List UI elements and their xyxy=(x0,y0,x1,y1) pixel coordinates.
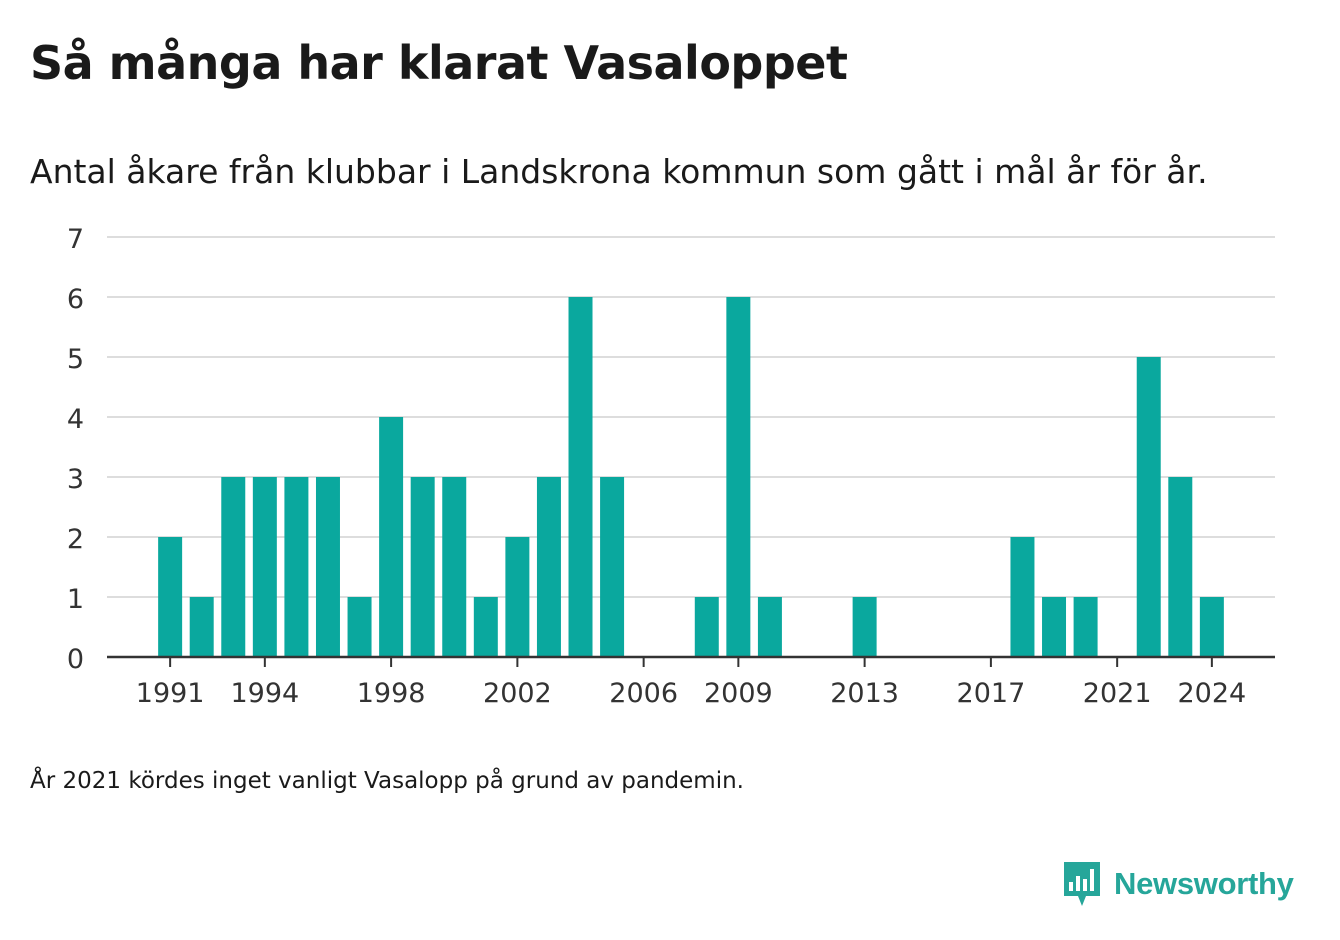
brand-name: Newsworthy xyxy=(1114,866,1294,901)
bar-2009 xyxy=(726,297,751,657)
x-tick-label: 1998 xyxy=(357,678,426,709)
bar-1999 xyxy=(410,477,435,657)
bar-1994 xyxy=(252,477,277,657)
y-tick-label: 6 xyxy=(67,284,84,315)
bar-2008 xyxy=(694,597,719,657)
x-tick-label: 2017 xyxy=(957,678,1026,709)
bar-2020 xyxy=(1073,597,1098,657)
bar-1998 xyxy=(379,417,404,657)
x-tick-label: 1994 xyxy=(230,678,299,709)
bar-2000 xyxy=(442,477,467,657)
newsworthy-logo-icon xyxy=(1064,862,1100,906)
bar-2019 xyxy=(1042,597,1067,657)
bars xyxy=(158,297,1224,657)
bar-2018 xyxy=(1010,537,1035,657)
x-tick-label: 1991 xyxy=(136,678,205,709)
chart-title: Så många har klarat Vasaloppet xyxy=(30,36,848,90)
y-tick-label: 1 xyxy=(67,584,84,615)
bar-1996 xyxy=(315,477,340,657)
bar-2005 xyxy=(600,477,625,657)
x-tick-label: 2009 xyxy=(704,678,773,709)
bar-2023 xyxy=(1168,477,1193,657)
y-tick-label: 5 xyxy=(67,344,84,375)
brand-logo: Newsworthy xyxy=(1062,860,1294,908)
x-tick-label: 2006 xyxy=(609,678,678,709)
y-tick-label: 4 xyxy=(67,404,84,435)
gridlines xyxy=(107,236,1275,598)
bar-2001 xyxy=(473,597,498,657)
bar-chart: 0 1 2 3 4 5 6 7 1991 1994 1998 2002 2006 2009 2013 201… xyxy=(67,224,1275,709)
bar-2010 xyxy=(757,597,782,657)
bar-2003 xyxy=(536,477,561,657)
x-tick-label: 2002 xyxy=(483,678,552,709)
x-axis xyxy=(107,655,1275,667)
bar-2024 xyxy=(1199,597,1224,657)
bar-2004 xyxy=(568,297,593,657)
x-tick-label: 2013 xyxy=(830,678,899,709)
chart-subtitle: Antal åkare från klubbar i Landskrona ko… xyxy=(30,152,1208,191)
y-tick-label: 2 xyxy=(67,524,84,555)
bar-2002 xyxy=(505,537,530,657)
x-tick-label: 2024 xyxy=(1178,678,1247,709)
bar-2013 xyxy=(852,597,877,657)
bar-1993 xyxy=(221,477,246,657)
bar-1991 xyxy=(158,537,183,657)
y-tick-label: 0 xyxy=(67,644,84,675)
bar-1992 xyxy=(189,597,214,657)
x-axis-labels: 1991 1994 1998 2002 2006 2009 2013 2017 2021 2024 xyxy=(136,678,1246,709)
y-tick-label: 3 xyxy=(67,464,84,495)
x-tick-label: 2021 xyxy=(1083,678,1152,709)
bar-1997 xyxy=(347,597,372,657)
bar-2022 xyxy=(1136,357,1161,657)
y-tick-label: 7 xyxy=(67,224,84,255)
bar-1995 xyxy=(284,477,309,657)
footnote: År 2021 kördes inget vanligt Vasalopp på… xyxy=(30,768,744,794)
y-axis-labels: 0 1 2 3 4 5 6 7 xyxy=(67,224,84,675)
